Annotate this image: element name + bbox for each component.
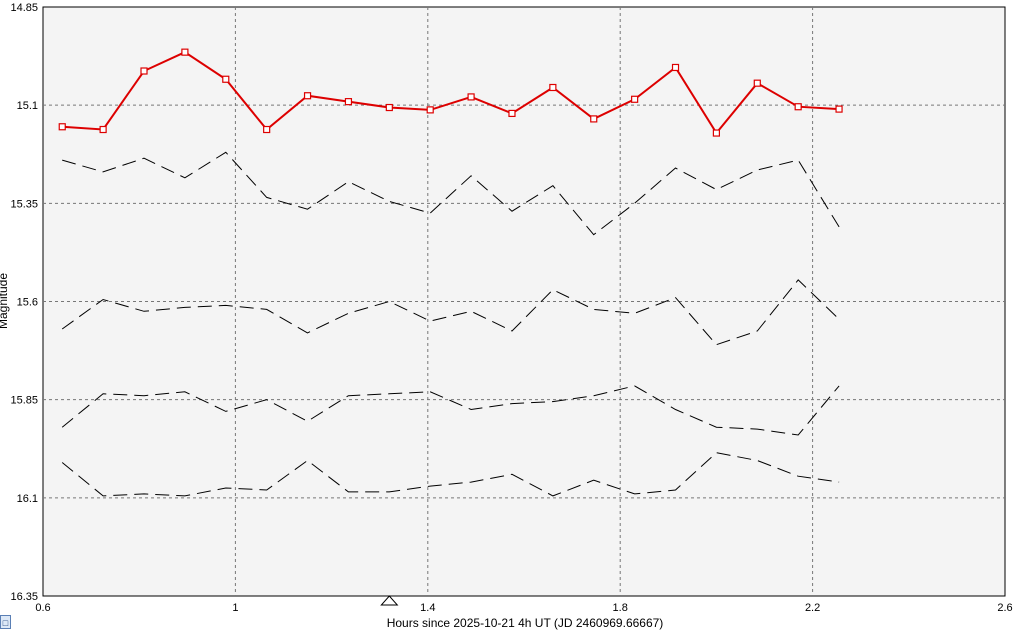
- series-1: [62, 151, 840, 236]
- y-tick-label: 15.35: [10, 198, 38, 210]
- series-4: [61, 452, 840, 497]
- y-tick-label: 16.1: [17, 493, 38, 505]
- corner-toggle-button[interactable]: □: [0, 615, 11, 629]
- data-point: [712, 129, 721, 137]
- data-point: [99, 125, 107, 134]
- data-point: [303, 92, 312, 100]
- x-tick-label: 1.4: [420, 602, 435, 614]
- data-point: [631, 95, 639, 103]
- y-tick-label: 15.6: [17, 297, 38, 309]
- series-line: [62, 151, 840, 236]
- y-tick-label: 16.35: [10, 591, 38, 603]
- data-point: [590, 115, 598, 123]
- series-line: [61, 385, 840, 436]
- y-axis-label: Magnitude: [0, 273, 10, 329]
- data-point: [549, 83, 557, 92]
- time-marker[interactable]: [380, 595, 399, 606]
- x-tick-label: 2.6: [997, 602, 1012, 614]
- series-2: [61, 279, 840, 346]
- data-point: [385, 103, 393, 112]
- data-point: [426, 106, 434, 114]
- y-tick-label: 15.1: [17, 100, 38, 112]
- series-line: [61, 452, 840, 497]
- series-line: [61, 279, 840, 346]
- x-tick-label: 1: [232, 602, 238, 614]
- data-point: [344, 98, 353, 106]
- data-point: [181, 48, 189, 56]
- data-point: [671, 63, 680, 72]
- data-point: [467, 93, 475, 101]
- series-line: [62, 51, 840, 135]
- time-marker-triangle[interactable]: [380, 595, 399, 606]
- x-axis-label: Hours since 2025-10-21 4h UT (JD 2460969…: [387, 616, 664, 630]
- data-point: [58, 123, 66, 131]
- data-point: [794, 103, 802, 111]
- y-tick-labels: 14.85 15.1 15.35 15.6 15.85 16.1 16.35: [10, 2, 38, 603]
- data-point: [263, 125, 271, 134]
- series-layer: [58, 48, 843, 497]
- x-tick-label: 0.6: [35, 602, 50, 614]
- x-tick-label: 1.8: [613, 602, 628, 614]
- x-tick-labels: 0.6 1 1.4 1.8 2.2 2.6: [35, 602, 1012, 614]
- data-point: [222, 75, 230, 83]
- y-tick-label: 14.85: [10, 2, 38, 14]
- data-point: [835, 105, 843, 113]
- data-point: [140, 67, 148, 75]
- series-0: [58, 48, 843, 137]
- series-3: [61, 385, 840, 436]
- data-point: [753, 79, 761, 87]
- data-point: [508, 109, 516, 118]
- y-tick-label: 15.85: [10, 395, 38, 407]
- x-tick-label: 2.2: [805, 602, 820, 614]
